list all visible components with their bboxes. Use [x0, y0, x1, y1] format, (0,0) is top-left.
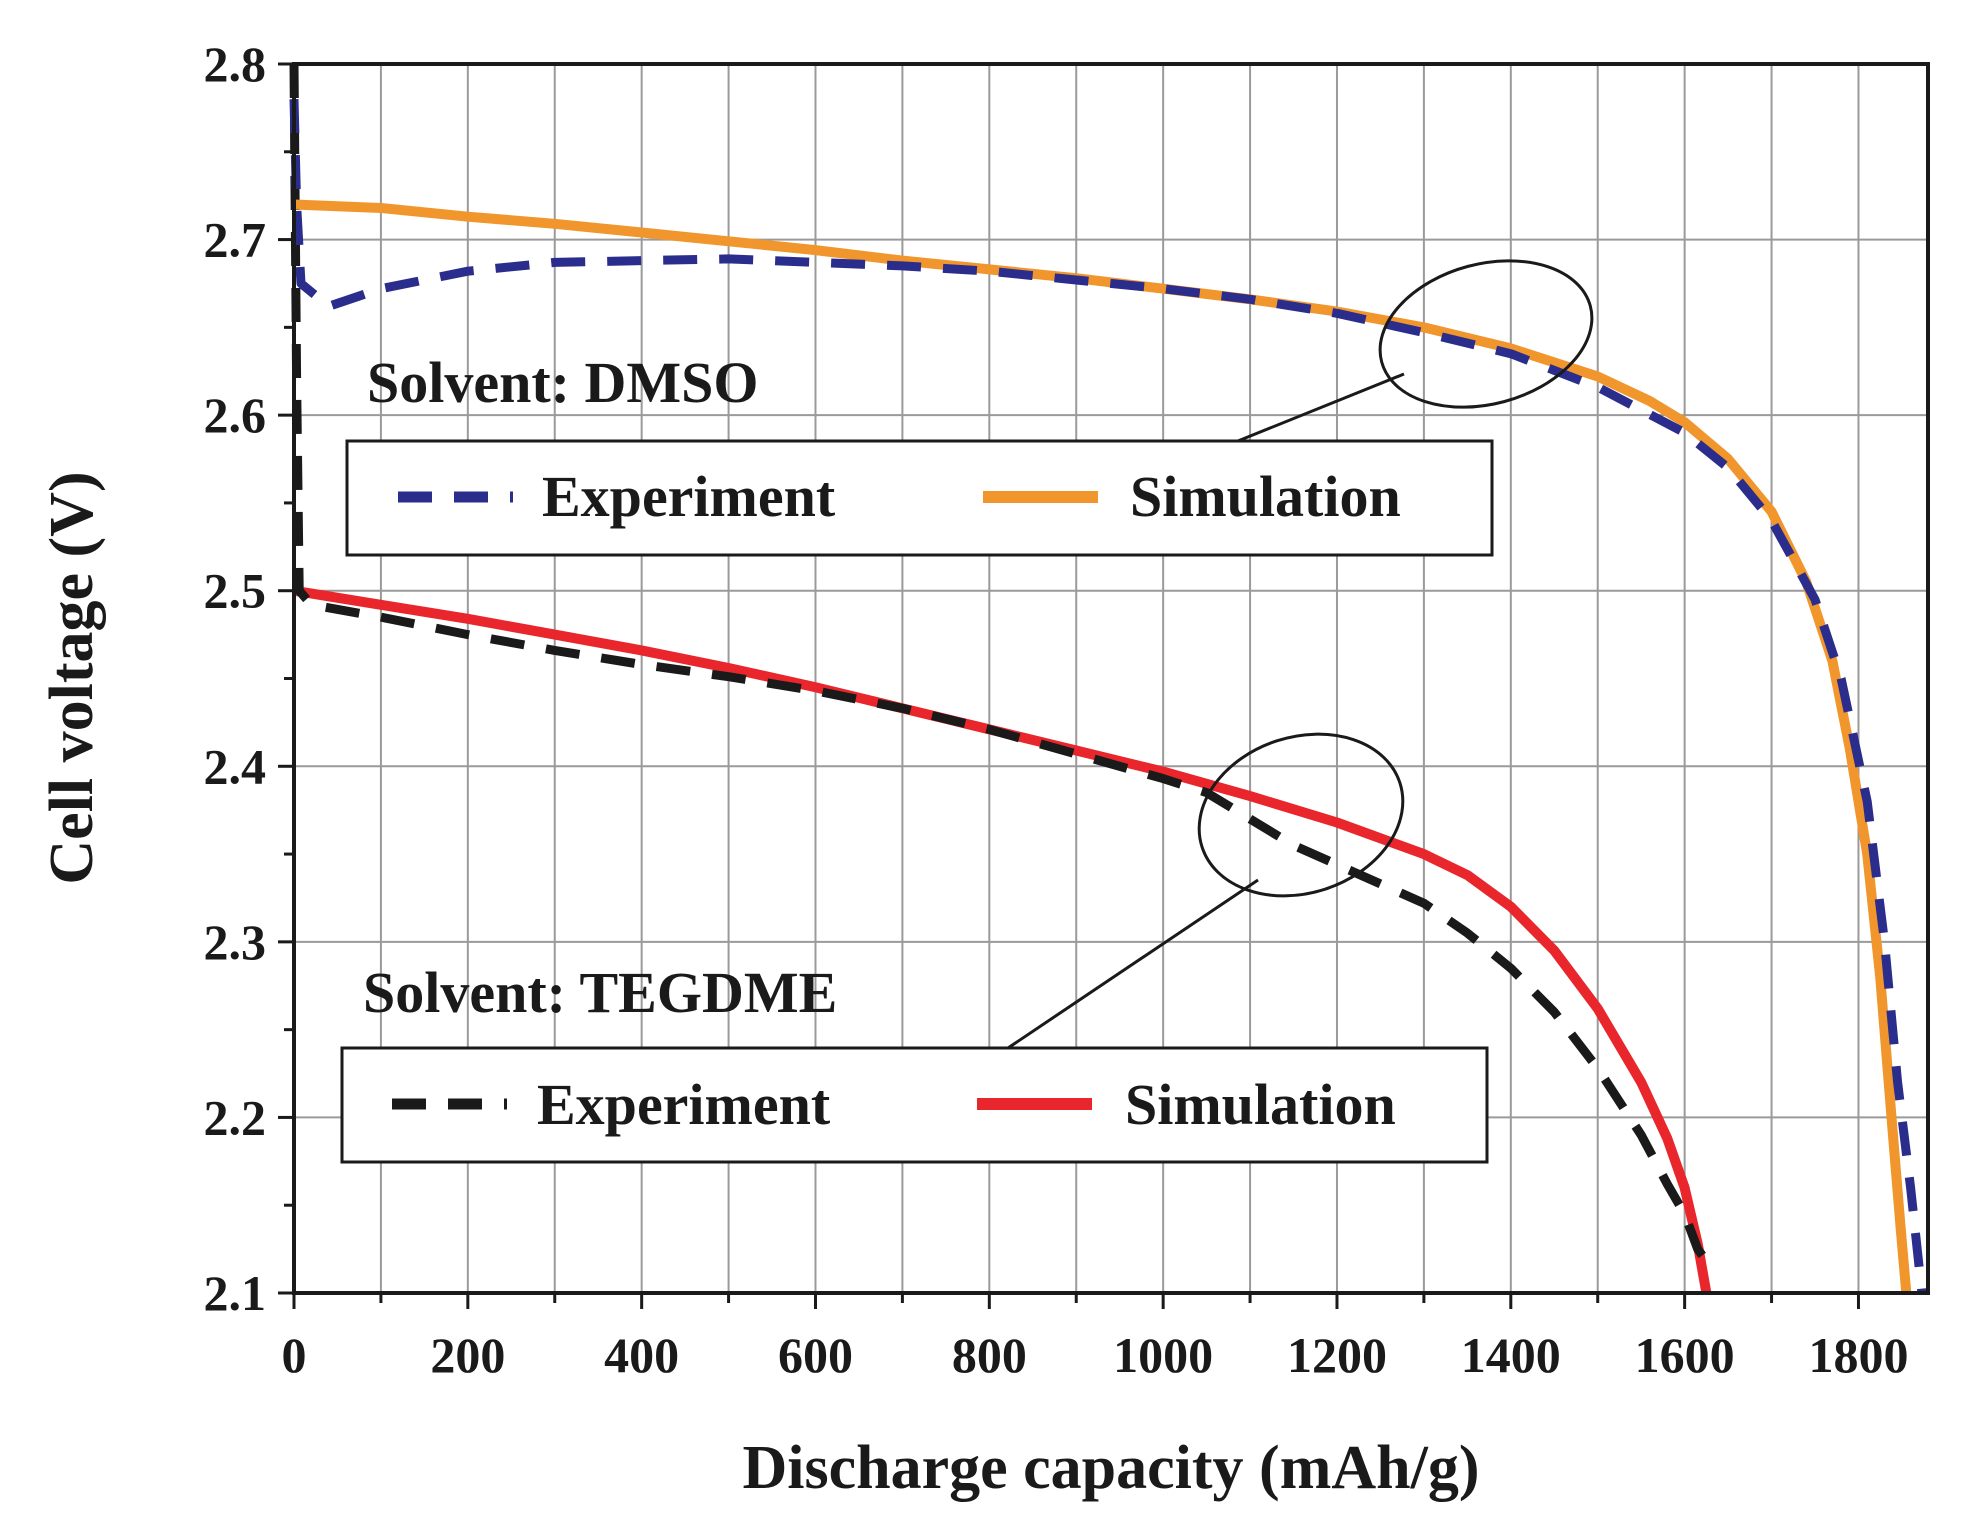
data-series: [289, 63, 1927, 1294]
y-tick-label: 2.5: [204, 563, 267, 619]
y-tick-label: 2.1: [204, 1265, 267, 1321]
x-tick-label: 800: [952, 1327, 1027, 1383]
x-tick-label: 200: [430, 1327, 505, 1383]
dmso-callout-leader: [1227, 372, 1405, 447]
tegdme-callout-ellipse: [1197, 732, 1405, 898]
x-tick-label: 1800: [1808, 1327, 1908, 1383]
tegdme-callout: [1007, 732, 1405, 1050]
y-axis-title: Cell voltage (V): [38, 471, 106, 884]
tegdme-legend-experiment-label: Experiment: [537, 1072, 831, 1137]
y-tick-label: 2.8: [204, 36, 267, 92]
dmso-legend: Experiment Simulation: [345, 439, 1494, 557]
dmso-callout-ellipse: [1378, 259, 1594, 409]
x-tick-label: 0: [282, 1327, 307, 1383]
x-tick-label: 1400: [1461, 1327, 1561, 1383]
y-tick-label: 2.3: [204, 914, 267, 970]
dmso-legend-box: [345, 439, 1494, 557]
y-tick-labels: 2.1 2.2 2.3 2.4 2.5 2.6 2.7 2.8: [204, 36, 267, 1321]
plot-frame: [292, 62, 1930, 1295]
tegdme-group-title: Solvent: TEGDME: [363, 960, 837, 1025]
y-tick-label: 2.7: [204, 212, 267, 268]
y-tick-label: 2.4: [204, 738, 267, 794]
dmso-experiment-line: [289, 98, 1927, 1294]
dmso-simulation-line: [293, 199, 1912, 1294]
x-tick-label: 1600: [1635, 1327, 1735, 1383]
x-tick-label: 600: [778, 1327, 853, 1383]
dmso-legend-experiment-label: Experiment: [542, 464, 836, 529]
tegdme-legend-simulation-label: Simulation: [1125, 1072, 1396, 1137]
x-axis-title: Discharge capacity (mAh/g): [743, 1434, 1480, 1502]
tegdme-legend-box: [340, 1046, 1489, 1164]
tegdme-callout-leader: [1007, 878, 1259, 1050]
tegdme-legend: Experiment Simulation: [340, 1046, 1489, 1164]
y-tick-label: 2.2: [204, 1089, 267, 1145]
tegdme-experiment-line: [289, 63, 1715, 1270]
dmso-callout: [1227, 259, 1594, 447]
x-tick-label: 400: [604, 1327, 679, 1383]
x-tick-label: 1200: [1287, 1327, 1387, 1383]
x-tick-label: 1000: [1113, 1327, 1213, 1383]
y-tick-label: 2.6: [204, 387, 267, 443]
tegdme-simulation-line: [293, 585, 1712, 1294]
x-tick-labels: 0 200 400 600 800 1000 1200 1400 1600 1800: [282, 1327, 1909, 1383]
dmso-group-title: Solvent: DMSO: [367, 350, 759, 415]
dmso-legend-simulation-label: Simulation: [1130, 464, 1401, 529]
